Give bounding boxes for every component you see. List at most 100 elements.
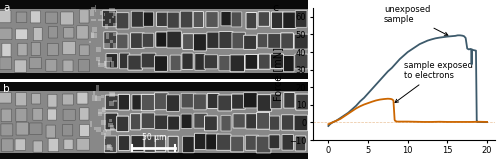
FancyBboxPatch shape <box>154 93 168 110</box>
FancyBboxPatch shape <box>106 132 110 135</box>
FancyBboxPatch shape <box>14 60 26 72</box>
FancyBboxPatch shape <box>46 12 58 23</box>
FancyBboxPatch shape <box>182 53 193 69</box>
FancyBboxPatch shape <box>96 57 100 61</box>
FancyBboxPatch shape <box>0 91 308 153</box>
FancyBboxPatch shape <box>195 54 205 70</box>
Text: a: a <box>3 3 10 13</box>
FancyBboxPatch shape <box>98 60 100 65</box>
FancyBboxPatch shape <box>258 54 270 69</box>
FancyBboxPatch shape <box>219 55 232 71</box>
FancyBboxPatch shape <box>101 132 106 135</box>
FancyBboxPatch shape <box>34 28 42 41</box>
FancyBboxPatch shape <box>48 43 58 56</box>
FancyBboxPatch shape <box>258 95 272 111</box>
FancyBboxPatch shape <box>296 94 308 110</box>
FancyBboxPatch shape <box>108 123 113 127</box>
FancyBboxPatch shape <box>194 94 206 110</box>
FancyBboxPatch shape <box>207 32 220 48</box>
FancyBboxPatch shape <box>128 55 142 70</box>
FancyBboxPatch shape <box>104 32 117 49</box>
FancyBboxPatch shape <box>166 95 179 111</box>
FancyBboxPatch shape <box>92 27 97 32</box>
Text: sample exposed
to electrons: sample exposed to electrons <box>395 61 472 103</box>
FancyBboxPatch shape <box>102 107 104 114</box>
FancyBboxPatch shape <box>0 11 11 23</box>
FancyBboxPatch shape <box>144 12 154 26</box>
FancyBboxPatch shape <box>244 93 257 108</box>
FancyBboxPatch shape <box>194 34 206 51</box>
FancyBboxPatch shape <box>118 94 130 110</box>
FancyBboxPatch shape <box>141 53 156 68</box>
FancyBboxPatch shape <box>32 94 40 104</box>
FancyBboxPatch shape <box>0 57 12 69</box>
FancyBboxPatch shape <box>1 109 11 122</box>
FancyBboxPatch shape <box>170 55 181 71</box>
FancyBboxPatch shape <box>221 12 232 26</box>
FancyBboxPatch shape <box>282 115 294 130</box>
FancyBboxPatch shape <box>107 144 111 148</box>
FancyBboxPatch shape <box>104 145 110 150</box>
FancyBboxPatch shape <box>0 153 308 159</box>
FancyBboxPatch shape <box>256 112 270 129</box>
FancyBboxPatch shape <box>80 45 89 56</box>
FancyBboxPatch shape <box>2 139 13 152</box>
FancyBboxPatch shape <box>80 124 90 136</box>
FancyBboxPatch shape <box>258 34 268 48</box>
FancyBboxPatch shape <box>131 136 144 152</box>
FancyBboxPatch shape <box>294 34 308 49</box>
FancyBboxPatch shape <box>30 123 42 134</box>
FancyBboxPatch shape <box>246 13 257 29</box>
FancyBboxPatch shape <box>206 12 218 27</box>
FancyBboxPatch shape <box>0 0 308 9</box>
FancyBboxPatch shape <box>110 147 113 151</box>
FancyBboxPatch shape <box>294 54 308 69</box>
FancyBboxPatch shape <box>110 128 116 130</box>
FancyBboxPatch shape <box>256 136 271 153</box>
FancyBboxPatch shape <box>110 92 114 97</box>
FancyBboxPatch shape <box>106 130 111 132</box>
FancyBboxPatch shape <box>245 135 258 150</box>
FancyBboxPatch shape <box>0 9 308 73</box>
FancyBboxPatch shape <box>110 40 113 43</box>
FancyBboxPatch shape <box>142 33 154 47</box>
FancyBboxPatch shape <box>168 136 178 152</box>
FancyBboxPatch shape <box>269 135 280 149</box>
FancyBboxPatch shape <box>80 10 89 23</box>
FancyBboxPatch shape <box>114 100 117 102</box>
FancyBboxPatch shape <box>96 85 98 91</box>
FancyBboxPatch shape <box>0 93 12 103</box>
FancyBboxPatch shape <box>109 101 114 106</box>
FancyBboxPatch shape <box>130 33 144 48</box>
FancyBboxPatch shape <box>112 33 117 36</box>
FancyBboxPatch shape <box>94 127 96 129</box>
FancyBboxPatch shape <box>231 12 242 27</box>
FancyBboxPatch shape <box>206 134 219 150</box>
FancyBboxPatch shape <box>63 109 75 120</box>
FancyBboxPatch shape <box>120 53 130 69</box>
FancyBboxPatch shape <box>33 141 42 152</box>
FancyBboxPatch shape <box>48 94 57 107</box>
Text: b: b <box>3 84 10 94</box>
FancyBboxPatch shape <box>295 136 306 151</box>
FancyBboxPatch shape <box>144 136 156 152</box>
FancyBboxPatch shape <box>142 113 154 129</box>
FancyBboxPatch shape <box>94 5 96 12</box>
FancyBboxPatch shape <box>18 43 27 56</box>
FancyBboxPatch shape <box>63 41 76 55</box>
FancyBboxPatch shape <box>296 10 307 27</box>
FancyBboxPatch shape <box>118 136 130 151</box>
FancyBboxPatch shape <box>233 114 245 128</box>
FancyBboxPatch shape <box>245 54 258 69</box>
FancyBboxPatch shape <box>232 94 245 109</box>
FancyBboxPatch shape <box>78 60 90 72</box>
FancyBboxPatch shape <box>16 12 27 23</box>
FancyBboxPatch shape <box>230 136 243 152</box>
FancyBboxPatch shape <box>112 12 116 16</box>
FancyBboxPatch shape <box>2 43 11 57</box>
FancyBboxPatch shape <box>64 27 74 38</box>
FancyBboxPatch shape <box>156 12 169 27</box>
FancyBboxPatch shape <box>208 93 219 109</box>
FancyBboxPatch shape <box>272 12 283 28</box>
FancyBboxPatch shape <box>107 145 112 151</box>
